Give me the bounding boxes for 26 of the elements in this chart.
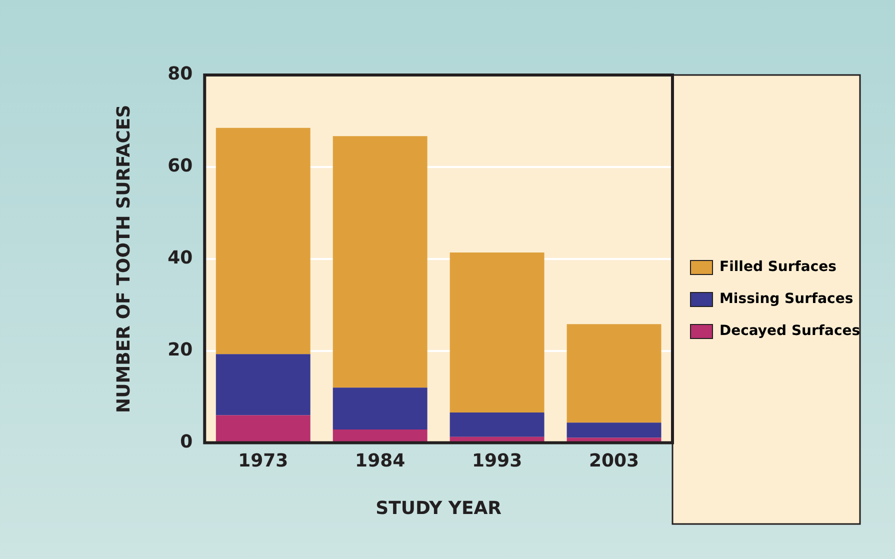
x-tick-label: 1973 (238, 450, 288, 472)
legend-label: Missing Surfaces (720, 291, 854, 308)
x-tick-label: 2003 (588, 450, 640, 472)
x-tick-label: 1993 (472, 450, 522, 472)
legend-label: Decayed Surfaces (720, 323, 860, 340)
x-axis-title: STUDY YEAR (376, 498, 502, 519)
bar (566, 422, 662, 438)
bar (332, 429, 428, 442)
bar (450, 436, 544, 442)
legend-label: Filled Surfaces (720, 259, 836, 276)
y-tick-label: 20 (168, 340, 193, 361)
bar (216, 354, 310, 416)
bar (566, 438, 662, 442)
bar (332, 388, 428, 430)
y-tick-label: 40 (168, 248, 193, 269)
y-tick-label: 60 (168, 156, 193, 177)
y-tick-label: 80 (168, 64, 193, 85)
x-tick-label: 1984 (355, 450, 406, 472)
bar (216, 128, 310, 354)
bar (450, 412, 544, 437)
bar (450, 252, 544, 412)
y-axis-title: NUMBER OF TOOTH SURFACES (113, 104, 134, 413)
y-tick-label: 0 (180, 431, 193, 452)
bar (332, 136, 428, 388)
bar (216, 415, 310, 442)
bar (566, 324, 662, 423)
